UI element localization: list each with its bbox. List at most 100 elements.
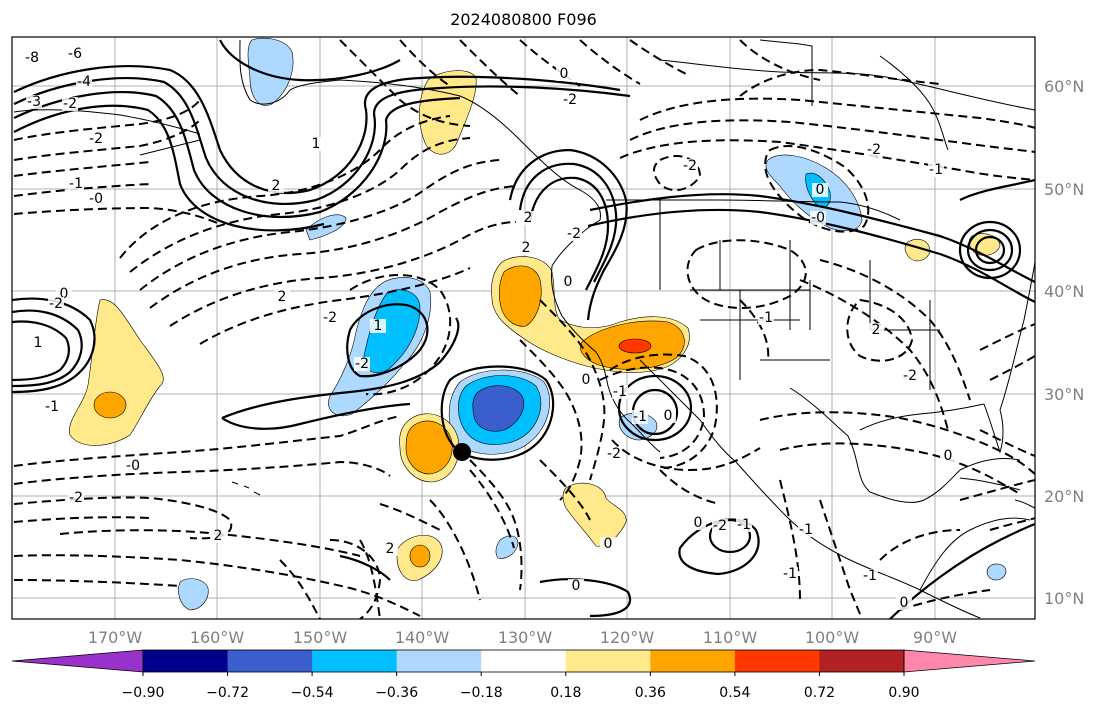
contour-label-bg	[268, 179, 284, 193]
contour-label-bg	[568, 579, 584, 593]
map-title: 2024080800 F096	[450, 10, 597, 29]
contour-label-bg	[556, 67, 572, 81]
lat-tick-label: 10°N	[1044, 589, 1084, 608]
colorbar-label: 0.36	[635, 685, 666, 701]
colorbar-segment	[396, 650, 482, 672]
contour-label-bg	[24, 51, 40, 65]
contour-label-bg	[902, 369, 918, 383]
lon-tick-label: 150°W	[293, 628, 348, 647]
contour-label-bg	[690, 516, 706, 530]
contour-label-bg	[810, 211, 826, 225]
contour-label-bg	[30, 336, 46, 350]
shade-central-blue-mid	[363, 289, 421, 374]
contour-label: -2	[563, 92, 577, 108]
colorbar-label: −0.90	[122, 685, 165, 701]
contour-label-bg	[660, 409, 676, 423]
contour-label-bg	[210, 529, 226, 543]
colorbar-segment	[650, 650, 736, 672]
colorbar-label: −0.72	[206, 685, 249, 701]
contour-label-bg	[322, 311, 338, 325]
contour-label-bg	[566, 227, 582, 241]
contour-label-bg	[48, 297, 64, 311]
lon-tick-labels: 170°W 160°W 150°W 140°W 130°W 120°W 110°W 100°W…	[88, 628, 957, 647]
contour-label: 0	[582, 372, 591, 388]
contour-label-bg	[308, 137, 324, 151]
contour-label-bg	[868, 323, 884, 337]
contour-label-bg	[612, 385, 628, 399]
shade-south-blue	[495, 535, 519, 559]
colorbar: −0.90 −0.72 −0.54 −0.36 −0.18 0.18 0.36 0.54 0.7…	[11, 649, 1036, 701]
colorbar-segment	[227, 650, 313, 672]
contour-label: -1	[929, 162, 943, 178]
contour-label: 0	[900, 595, 909, 611]
contour-label-bg	[798, 523, 814, 537]
contour-label-bg	[782, 567, 798, 581]
colorbar-frame	[142, 649, 905, 673]
contour-label: -1	[45, 399, 59, 415]
contour-label: -2	[607, 446, 621, 462]
contour-label-bg	[68, 491, 84, 505]
contour-label-bg	[866, 143, 882, 157]
shade-caribbean-blue	[986, 563, 1007, 581]
colorbar-segment	[312, 650, 398, 672]
lon-tick-label: 140°W	[395, 628, 450, 647]
shade-sw-red	[618, 338, 652, 354]
contour-label-bg	[600, 537, 616, 551]
contour-label-bg	[88, 192, 104, 206]
colorbar-label: 0.90	[888, 685, 919, 701]
contour-label-bg	[682, 159, 698, 173]
map-frame	[11, 36, 1036, 620]
contour-label: -2	[89, 131, 103, 147]
contour-label-bg	[736, 518, 752, 532]
lon-tick-label: 100°W	[805, 628, 860, 647]
contour-label: 2	[278, 289, 287, 305]
contour-label: -2	[49, 296, 63, 312]
shade-calif-orange-north	[498, 265, 542, 327]
contour-label: 0	[560, 66, 569, 82]
colorbar-segment	[143, 650, 229, 672]
contour-label: -1	[783, 566, 797, 582]
lon-tick-label: 160°W	[190, 628, 245, 647]
contours-positive	[12, 39, 1035, 619]
contour-label: -1	[759, 310, 773, 326]
contour-label-bg	[382, 542, 398, 556]
contour-label: -6	[68, 46, 82, 62]
colorbar-label: 0.72	[804, 685, 835, 701]
contour-label: 1	[374, 318, 383, 334]
contour-label-bg	[62, 97, 78, 111]
colorbar-label: −0.18	[460, 685, 503, 701]
contour-label-bg	[26, 95, 42, 109]
contour-label: -2	[567, 226, 581, 242]
colorbar-extend-high	[903, 649, 1036, 673]
lon-tick-label: 130°W	[498, 628, 553, 647]
contour-label: 2	[214, 528, 223, 544]
lon-tick-label: 120°W	[600, 628, 655, 647]
contour-label-bg	[44, 400, 60, 414]
lon-tick-label: 110°W	[703, 628, 758, 647]
contour-label: -2	[323, 310, 337, 326]
lat-tick-label: 60°N	[1044, 77, 1084, 96]
contour-label-bg	[862, 569, 878, 583]
lat-tick-labels: 60°N 50°N 40°N 30°N 20°N 10°N	[1044, 77, 1084, 608]
contour-label: 0	[572, 578, 581, 594]
contour-label: 0	[944, 448, 953, 464]
contour-label: -1	[613, 384, 627, 400]
colorbar-label: −0.54	[291, 685, 334, 701]
contour-label-bg	[632, 410, 648, 424]
contour-label: -0	[126, 458, 140, 474]
contour-label-bg	[940, 449, 956, 463]
contour-label: 0	[694, 515, 703, 531]
contour-label-bg	[896, 596, 912, 610]
contour-label-bg	[76, 75, 92, 89]
colorbar-extend-low	[11, 649, 144, 673]
contour-label-bg	[68, 177, 84, 191]
contour-label: -2	[683, 158, 697, 174]
colorbar-segment	[565, 650, 651, 672]
contour-label-bg	[578, 373, 594, 387]
contour-label: -3	[27, 94, 41, 110]
colorbar-segment	[819, 650, 905, 672]
contour-label-bg	[88, 132, 104, 146]
contour-label: -2	[903, 368, 917, 384]
contour-label: -1	[633, 409, 647, 425]
